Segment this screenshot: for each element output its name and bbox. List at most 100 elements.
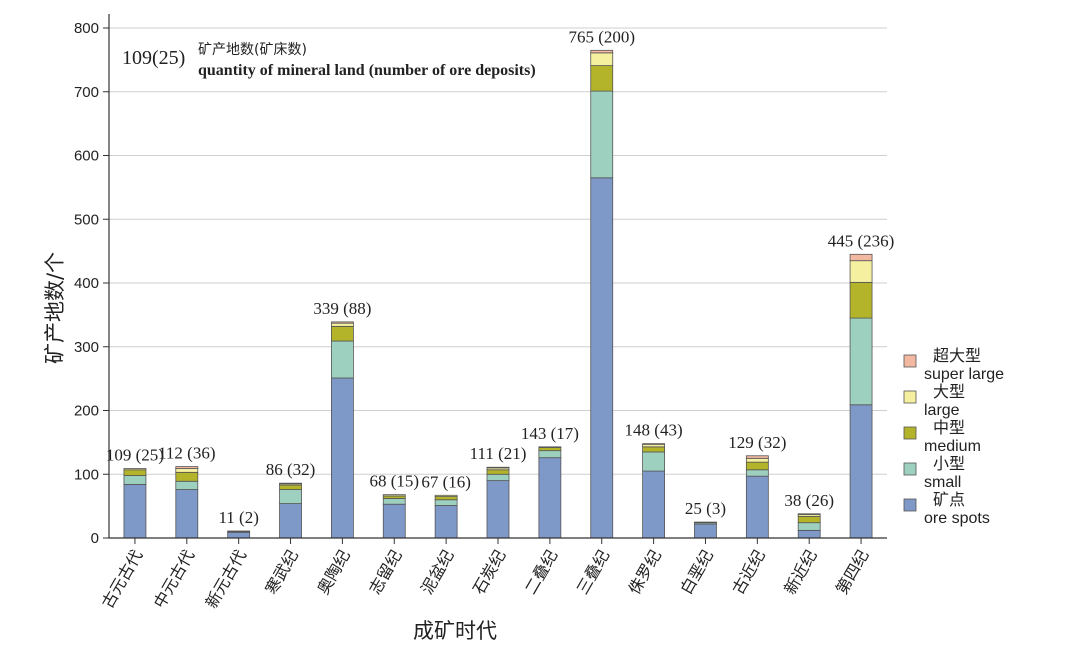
bar-segment: [849, 404, 873, 539]
bar-segment: [330, 377, 354, 539]
bar-value-label: 109 (25): [106, 446, 164, 465]
bar-segment: [538, 446, 562, 448]
legend-label-en: medium: [924, 438, 981, 455]
bar-segment: [330, 322, 354, 327]
bar-stack: [590, 49, 614, 539]
bar-value-label: 67 (16): [421, 472, 471, 491]
bar-value-label: 143 (17): [521, 424, 579, 443]
bar-segment: [642, 470, 665, 539]
bar-segment: [486, 480, 510, 539]
bar-segment: [382, 503, 406, 539]
annotation-text-en: quantity of mineral land (number of ore …: [198, 62, 536, 79]
bar-segment: [434, 496, 458, 501]
y-tick-label: 0: [91, 530, 99, 547]
bar-segment: [382, 494, 406, 497]
bar-segment: [694, 521, 717, 524]
x-tick-label: 古元古代: [98, 547, 146, 612]
legend-swatch: [903, 390, 917, 404]
bar-segment: [849, 260, 873, 283]
bar-segment: [642, 446, 665, 453]
bar-segment: [745, 475, 769, 539]
legend-label-zh: 中型: [933, 418, 965, 437]
bar-stack: [175, 466, 199, 539]
bar-stacks: [123, 49, 873, 539]
y-tick-label: 300: [74, 339, 99, 356]
bar-segment: [797, 522, 821, 531]
grid-lines: [109, 27, 887, 475]
bar-stack: [123, 468, 147, 539]
bar-value-labels: 109 (25)112 (36) 11 (2) 86 (32) 339 (88) 68 …: [106, 27, 894, 527]
x-tick-label: 第四纪: [832, 547, 872, 598]
bar-stack: [279, 482, 302, 539]
y-axis-title: 矿产地数/个: [43, 252, 67, 364]
bar-segment: [590, 65, 614, 92]
bar-segment: [279, 503, 302, 539]
y-tick-label: 400: [74, 275, 99, 292]
bar-stack: [538, 446, 562, 539]
legend-label-zh: 大型: [933, 382, 965, 401]
annotation: 109(25) 矿产地数(矿床数) quantity of mineral la…: [122, 42, 536, 79]
bar-value-label: 129 (32): [728, 433, 786, 452]
bar-segment: [849, 317, 873, 406]
bar-segment: [797, 513, 821, 515]
bar-segment: [175, 466, 199, 469]
bar-segment: [227, 531, 251, 539]
bar-value-label: 148 (43): [625, 421, 683, 440]
bar-segment: [590, 177, 614, 539]
legend-swatch: [903, 354, 917, 368]
legend-label-en: large: [924, 402, 960, 419]
bar-value-label: 68 (15): [369, 472, 419, 491]
bar-stack: [745, 455, 769, 539]
x-tick-label: 新近纪: [780, 547, 820, 598]
bar-segment: [486, 466, 510, 469]
annotation-text-zh: 矿产地数(矿床数): [198, 42, 307, 58]
x-tick-label: 中元古代: [150, 547, 198, 612]
bar-value-label: 25 (3): [685, 499, 726, 518]
bar-stack: [642, 443, 665, 539]
x-tick-label: 志留纪: [365, 547, 405, 598]
bar-segment: [745, 457, 769, 463]
bar-stack: [382, 494, 406, 539]
legend-label-zh: 超大型: [933, 346, 981, 365]
legend-swatch: [903, 426, 917, 440]
bar-segment: [434, 494, 458, 497]
bar-segment: [797, 515, 821, 524]
bar-segment: [330, 321, 354, 324]
bar-segment: [123, 468, 147, 471]
x-tick-label: 二叠纪: [521, 547, 561, 598]
bar-stack: [227, 530, 251, 539]
x-tick-label: 泥盆纪: [417, 547, 457, 598]
x-tick-labels: 古元古代 中元古代 新元古代 寒武纪 奥陶纪 志留纪 泥盆纪 石炭纪 二叠纪 三叠纪 侏罗纪 白垩纪古…: [98, 547, 873, 612]
bar-segment: [434, 505, 458, 539]
bar-segment: [590, 52, 614, 67]
bar-segment: [175, 489, 199, 539]
x-tick-label: 奥陶纪: [313, 547, 353, 598]
bar-stack: [330, 321, 354, 539]
bar-value-label: 38 (26): [784, 491, 834, 510]
bar-stack: [849, 253, 873, 539]
bar-value-label: 765 (200): [568, 27, 635, 46]
bar-segment: [175, 468, 199, 473]
bar-segment: [745, 461, 769, 471]
bar-segment: [538, 450, 562, 459]
axes: [103, 14, 887, 544]
bar-segment: [279, 489, 302, 504]
bar-segment: [434, 499, 458, 506]
bar-segment: [279, 484, 302, 490]
bar-segment: [382, 498, 406, 505]
y-tick-labels: 0 100 200 300 400 500 600 700 800: [74, 20, 99, 547]
x-tick-label: 三叠纪: [573, 547, 613, 598]
bar-segment: [694, 523, 717, 539]
x-axis-title: 成矿时代: [413, 619, 497, 643]
legend-label-en: ore spots: [924, 510, 990, 527]
legend-label-en: small: [924, 474, 961, 491]
y-tick-label: 800: [74, 20, 99, 37]
bar-segment: [849, 253, 873, 262]
bar-stack: [486, 466, 510, 539]
bar-segment: [538, 447, 562, 452]
